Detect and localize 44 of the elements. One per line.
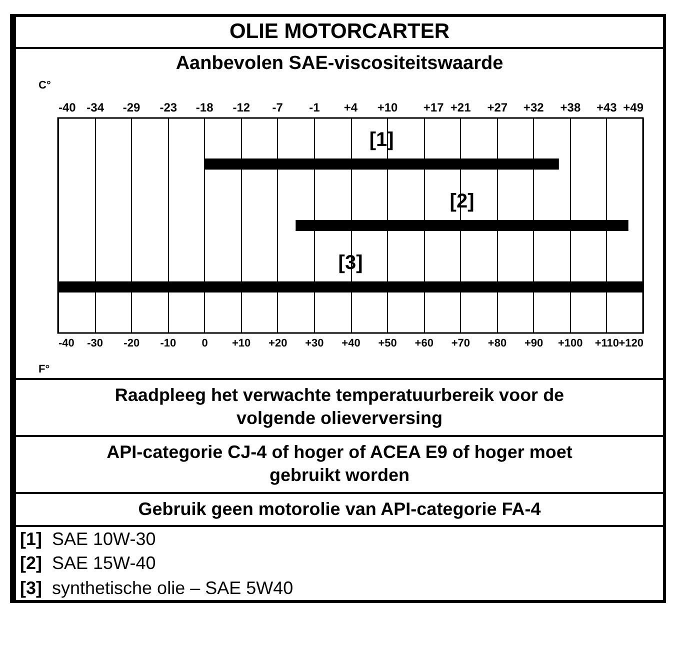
x-axis-title: F°	[38, 364, 50, 376]
x-tick-label: +50	[378, 338, 397, 350]
x2-tick-label: +4	[344, 100, 358, 114]
text: API-categorie CJ-4 of hoger of ACEA E9 of hoger moet gebruikt worden	[16, 434, 663, 492]
x2-tick-label: -29	[122, 100, 141, 114]
text: Gebruik geen motorolie van API-categorie FA-4	[16, 492, 663, 525]
x2-tick-label: -1	[309, 100, 320, 114]
x2-tick-label: +17	[423, 100, 444, 114]
x-tick-label: +100	[558, 338, 583, 350]
x2-tick-label: +21	[450, 100, 472, 114]
chart-subtitle: Aanbevolen SAE-viscositeitswaarde	[174, 52, 504, 75]
x-tick-label: +70	[451, 338, 470, 350]
x-tick-label: +20	[268, 338, 288, 350]
x-tick-label: +10	[232, 338, 251, 350]
x2-tick-label: +49	[623, 100, 644, 114]
text: Raadpleeg het verwachte temperatuurbereik voor de volgende olieverversing	[16, 378, 663, 435]
x-tick-label: -10	[160, 338, 176, 350]
x-tick-label: +60	[414, 338, 434, 350]
x-tick-label: 0	[202, 338, 208, 350]
x-tick-label: -40	[58, 338, 74, 350]
x-tick-label: +80	[488, 338, 507, 350]
text: [3] synthetische olie – SAE 5W40	[19, 576, 294, 600]
x-tick-label: +90	[524, 338, 544, 350]
x2-tick-label: -18	[196, 100, 214, 114]
x2-tick-label: -40	[58, 100, 76, 114]
x2-tick-label: +10	[377, 100, 398, 114]
x-tick-label: +110	[594, 338, 620, 350]
x-tick-label: +30	[305, 338, 324, 350]
x2-tick-label: +43	[596, 100, 618, 114]
x2-tick-label: +32	[523, 100, 544, 114]
x2-tick-label: -23	[160, 100, 178, 114]
chart-title: OLIE MOTORCARTER	[16, 17, 663, 49]
text: [1] SAE 10W-30	[16, 524, 663, 552]
x-tick-label: -30	[87, 338, 104, 350]
x-tick-label: +40	[342, 338, 360, 350]
text: [2] SAE 15W-40	[19, 552, 157, 576]
x2-tick-label: -12	[232, 100, 250, 114]
x2-axis-title: C°	[38, 80, 51, 92]
x2-tick-label: +27	[487, 100, 508, 114]
x-tick-label: -20	[124, 338, 140, 350]
x2-tick-label: +38	[560, 100, 581, 114]
x2-tick-label: -7	[272, 100, 284, 114]
x-tick-label: +120	[618, 338, 644, 350]
x2-tick-label: -34	[86, 100, 104, 114]
